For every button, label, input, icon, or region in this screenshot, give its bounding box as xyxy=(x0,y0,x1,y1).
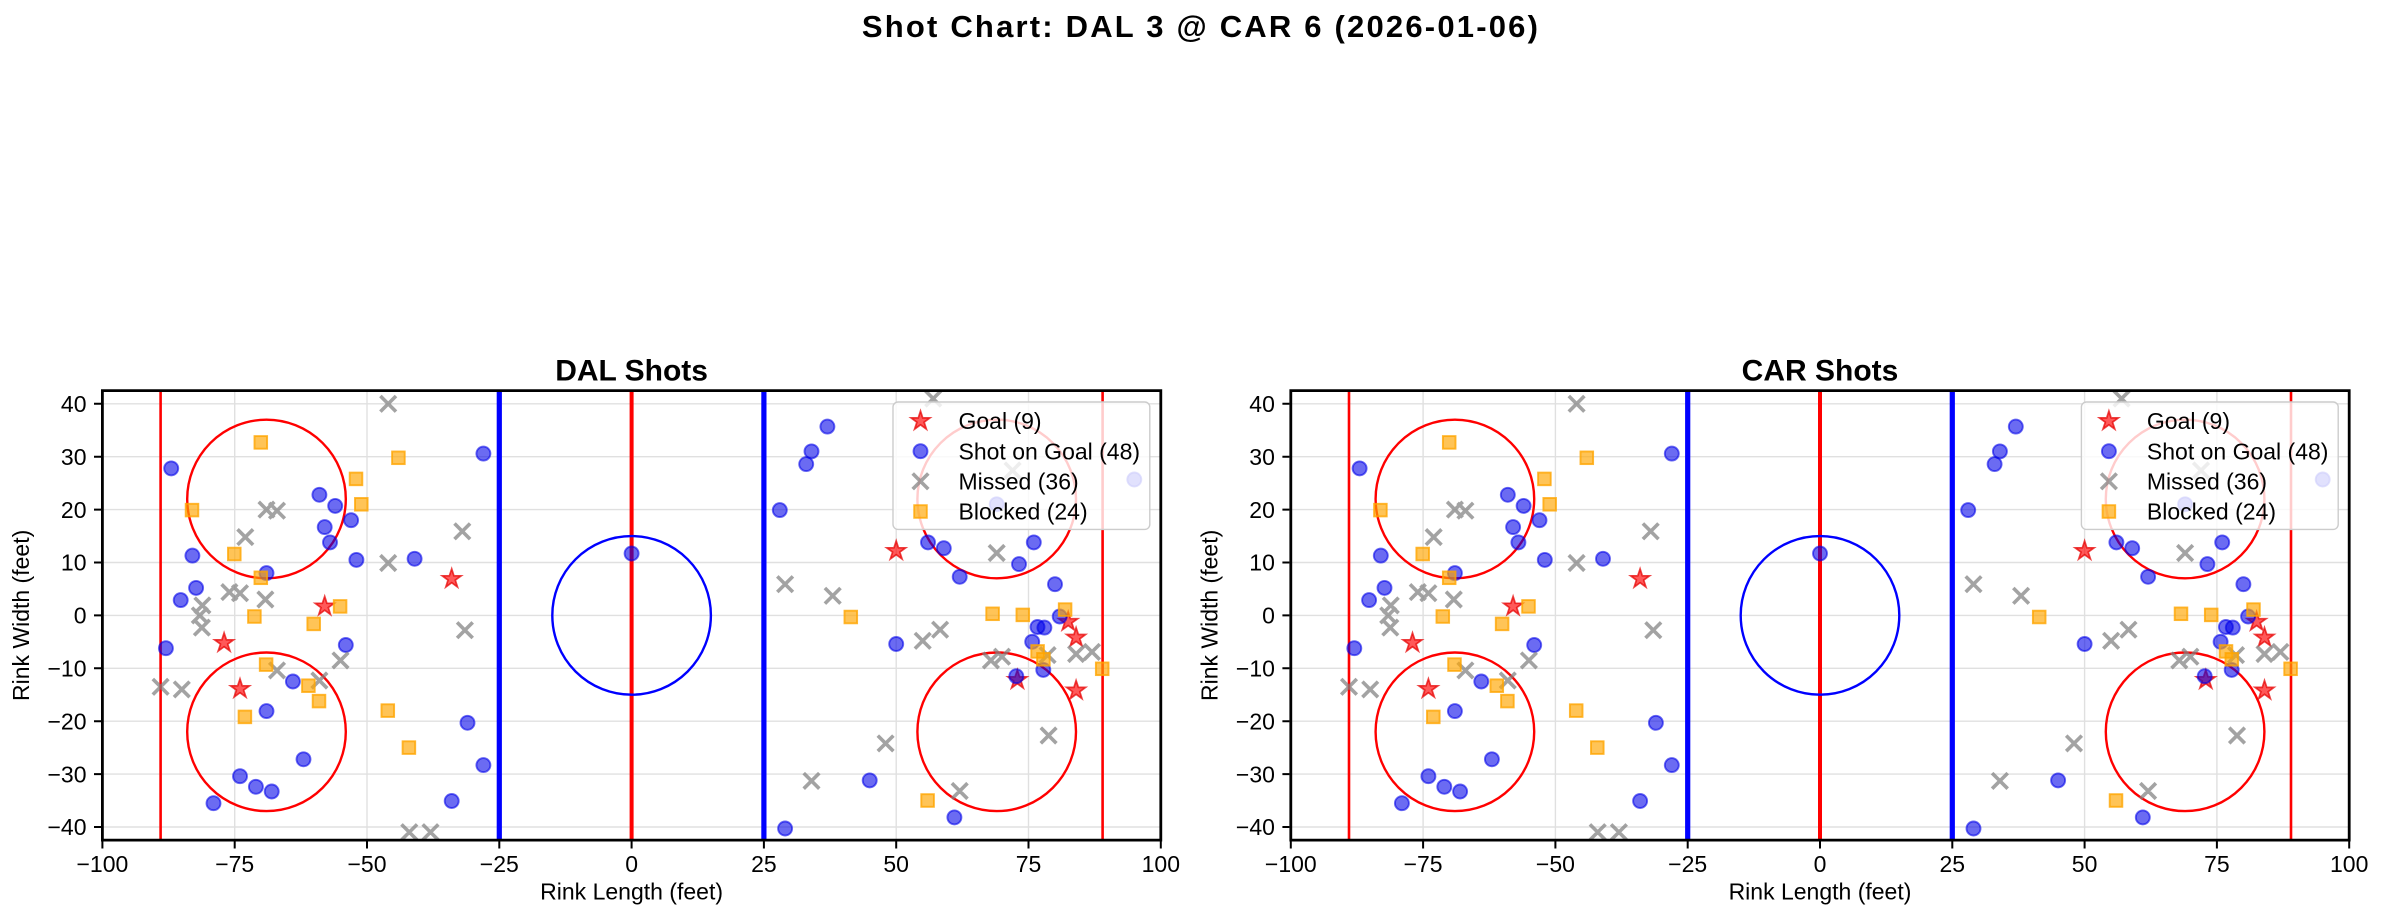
svg-text:Shot on Goal (48): Shot on Goal (48) xyxy=(959,438,1141,464)
svg-text:−30: −30 xyxy=(47,761,86,787)
svg-text:Goal (9): Goal (9) xyxy=(959,408,1042,434)
svg-text:Shot Chart: DAL 3 @ CAR 6 (202: Shot Chart: DAL 3 @ CAR 6 (2026-01-06) xyxy=(862,9,1540,44)
svg-text:20: 20 xyxy=(61,497,87,523)
svg-text:−40: −40 xyxy=(47,814,86,840)
svg-text:40: 40 xyxy=(61,391,87,417)
svg-text:50: 50 xyxy=(883,851,909,877)
svg-text:75: 75 xyxy=(1016,851,1042,877)
svg-text:100: 100 xyxy=(1142,851,1180,877)
svg-text:30: 30 xyxy=(61,444,87,470)
svg-text:Blocked (24): Blocked (24) xyxy=(959,499,1088,525)
svg-text:−25: −25 xyxy=(480,851,519,877)
svg-text:DAL Shots: DAL Shots xyxy=(555,354,708,387)
svg-text:CAR Shots: CAR Shots xyxy=(1742,354,1899,387)
svg-text:10: 10 xyxy=(61,550,87,576)
svg-text:Rink Length (feet): Rink Length (feet) xyxy=(540,879,723,905)
svg-text:Missed (36): Missed (36) xyxy=(959,469,1079,495)
svg-text:−10: −10 xyxy=(47,656,86,682)
svg-text:−50: −50 xyxy=(347,851,386,877)
svg-text:Rink Width (feet): Rink Width (feet) xyxy=(8,530,34,701)
svg-text:−75: −75 xyxy=(215,851,254,877)
svg-text:−20: −20 xyxy=(47,708,86,734)
svg-text:25: 25 xyxy=(751,851,777,877)
svg-text:0: 0 xyxy=(74,603,87,629)
svg-text:0: 0 xyxy=(625,851,638,877)
svg-text:−100: −100 xyxy=(76,851,128,877)
